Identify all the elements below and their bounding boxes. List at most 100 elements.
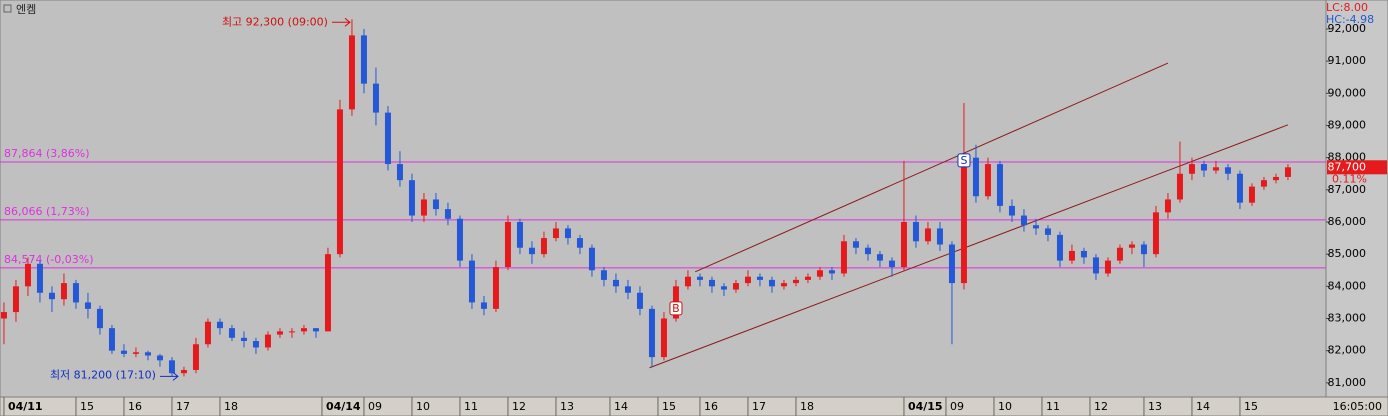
candle-body: [144, 352, 151, 356]
candle-body: [468, 260, 475, 303]
time-label: 16:05:00: [1333, 400, 1382, 413]
x-tick-label: 18: [800, 400, 814, 413]
x-tick-label: 12: [512, 400, 526, 413]
candle-body: [1092, 257, 1099, 274]
y-tick-label: 84,000: [1328, 279, 1367, 292]
x-tick-label: 13: [560, 400, 574, 413]
low-arrow: [159, 372, 179, 381]
candle-body: [792, 279, 799, 284]
x-tick-label: 04/15: [908, 400, 943, 413]
y-tick-label: 89,000: [1328, 118, 1367, 131]
candle-body: [876, 254, 883, 261]
candle-body: [744, 276, 751, 284]
candle-body: [1212, 167, 1219, 171]
candle-body: [588, 247, 595, 271]
high-note: 최고 92,300 (09:00): [222, 15, 328, 28]
candle-body: [552, 228, 559, 239]
level-label: 84,574 (-0,03%): [4, 253, 93, 266]
x-tick-label: 12: [1094, 400, 1108, 413]
candle-body: [1104, 260, 1111, 274]
candle-body: [516, 221, 523, 248]
candle-body: [768, 279, 775, 287]
y-tick-label: 90,000: [1328, 86, 1367, 99]
candle-body: [600, 270, 607, 280]
candle-body: [36, 263, 43, 293]
signal-box: [957, 153, 971, 168]
candle-body: [264, 334, 271, 348]
candle-body: [156, 355, 163, 361]
candle-body: [804, 276, 811, 280]
candle-body: [708, 279, 715, 287]
x-tick-label: 15: [1244, 400, 1258, 413]
candle-body: [120, 350, 127, 354]
candle-body: [276, 331, 283, 335]
candle-body: [1020, 215, 1027, 226]
x-tick-label: 11: [1046, 400, 1060, 413]
candle-body: [24, 263, 31, 287]
candle-body: [456, 218, 463, 261]
candle-body: [312, 328, 319, 332]
candle-body: [96, 308, 103, 329]
candle-body: [396, 164, 403, 181]
candle-body: [360, 35, 367, 84]
candle-body: [756, 276, 763, 280]
candle-body: [324, 254, 331, 332]
y-tick-label: 86,000: [1328, 215, 1367, 228]
candle-body: [780, 283, 787, 287]
candle-body: [1032, 225, 1039, 229]
candle-body: [912, 221, 919, 242]
x-tick-label: 16: [128, 400, 142, 413]
x-tick-label: 11: [464, 400, 478, 413]
candle-body: [372, 83, 379, 113]
indicator: HC:-4.98: [1326, 13, 1374, 26]
x-tick-label: 15: [662, 400, 676, 413]
candle-body: [216, 321, 223, 329]
signal-label: S: [960, 154, 967, 167]
candle-body: [840, 241, 847, 274]
candle-body: [504, 221, 511, 268]
candle-body: [1140, 244, 1147, 255]
candle-body: [984, 164, 991, 197]
high-arrow: [331, 17, 351, 27]
trend-line: [694, 62, 1169, 273]
candle-body: [420, 199, 427, 216]
y-tick-label: 91,000: [1328, 54, 1367, 67]
candle-body: [924, 228, 931, 242]
last-price-box: [1327, 160, 1387, 175]
candle-body: [540, 238, 547, 255]
candle-body: [996, 164, 1003, 206]
candle-body: [1200, 164, 1207, 171]
candle-body: [828, 270, 835, 274]
candle-body: [132, 352, 139, 354]
signal-label: B: [672, 302, 680, 315]
candle-body: [1284, 167, 1291, 177]
candle-body: [564, 228, 571, 239]
candle-body: [384, 112, 391, 165]
candle-body: [48, 292, 55, 300]
candle-body: [636, 292, 643, 309]
legend-title: 엔켐: [16, 3, 36, 16]
level-label: 86,066 (1,73%): [4, 205, 90, 218]
candle-body: [444, 209, 451, 219]
x-tick-label: 18: [224, 400, 238, 413]
candle-body: [960, 157, 967, 284]
candle-body: [348, 35, 355, 110]
candle-body: [168, 360, 175, 374]
candle-body: [648, 308, 655, 358]
level-label: 87,864 (3,86%): [4, 147, 90, 160]
y-tick-label: 82,000: [1328, 344, 1367, 357]
candle-body: [336, 109, 343, 255]
candle-body: [180, 369, 187, 374]
legend-box[interactable]: [3, 4, 12, 13]
x-tick-label: 10: [998, 400, 1012, 413]
candle-body: [660, 318, 667, 358]
candle-body: [12, 286, 19, 313]
candle-body: [864, 247, 871, 255]
candle-body: [888, 260, 895, 268]
candle-body: [60, 283, 67, 300]
x-tick-label: 09: [950, 400, 964, 413]
candle-body: [408, 180, 415, 216]
candle-body: [720, 286, 727, 290]
x-tick-label: 13: [1148, 400, 1162, 413]
